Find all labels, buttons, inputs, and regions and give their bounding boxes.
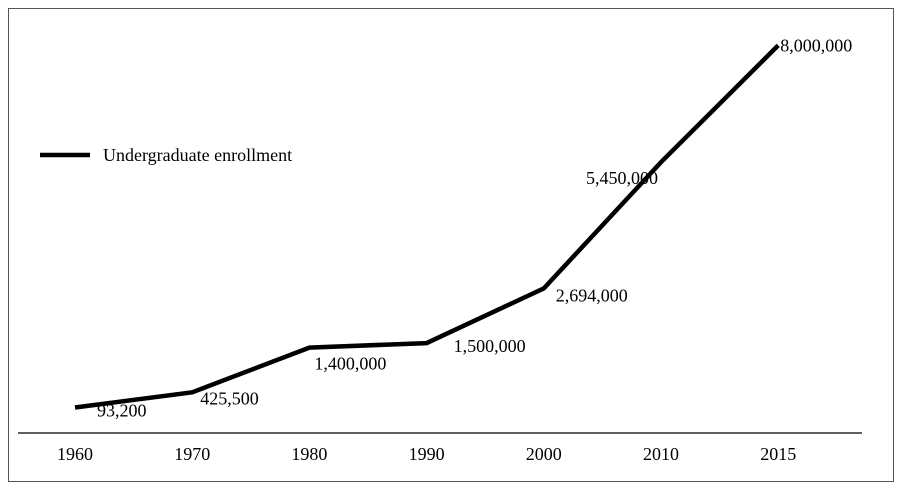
x-tick-label-1960: 1960 <box>57 444 93 464</box>
data-label-1980: 1,400,000 <box>314 354 386 374</box>
chart-frame <box>8 8 894 482</box>
x-tick-label-2000: 2000 <box>526 444 562 464</box>
legend: Undergraduate enrollment <box>40 145 292 165</box>
x-tick-label-2015: 2015 <box>760 444 796 464</box>
data-labels: 93,200 425,500 1,400,000 1,500,000 2,694,000… <box>97 35 852 420</box>
x-tick-label-1970: 1970 <box>174 444 210 464</box>
x-tick-label-1980: 1980 <box>291 444 327 464</box>
series-line-undergraduate-enrollment <box>74 43 780 410</box>
data-label-2010: 5,450,000 <box>586 168 658 188</box>
x-tick-label-1990: 1990 <box>409 444 445 464</box>
data-label-1990: 1,500,000 <box>454 336 526 356</box>
data-label-1970: 425,500 <box>200 388 259 408</box>
data-label-2015: 8,000,000 <box>780 35 852 55</box>
data-label-1960: 93,200 <box>97 401 147 421</box>
x-tick-labels: 1960 1970 1980 1990 2000 2010 2015 <box>57 444 796 464</box>
legend-label: Undergraduate enrollment <box>103 145 292 165</box>
x-tick-label-2010: 2010 <box>643 444 679 464</box>
data-label-2000: 2,694,000 <box>556 285 628 305</box>
